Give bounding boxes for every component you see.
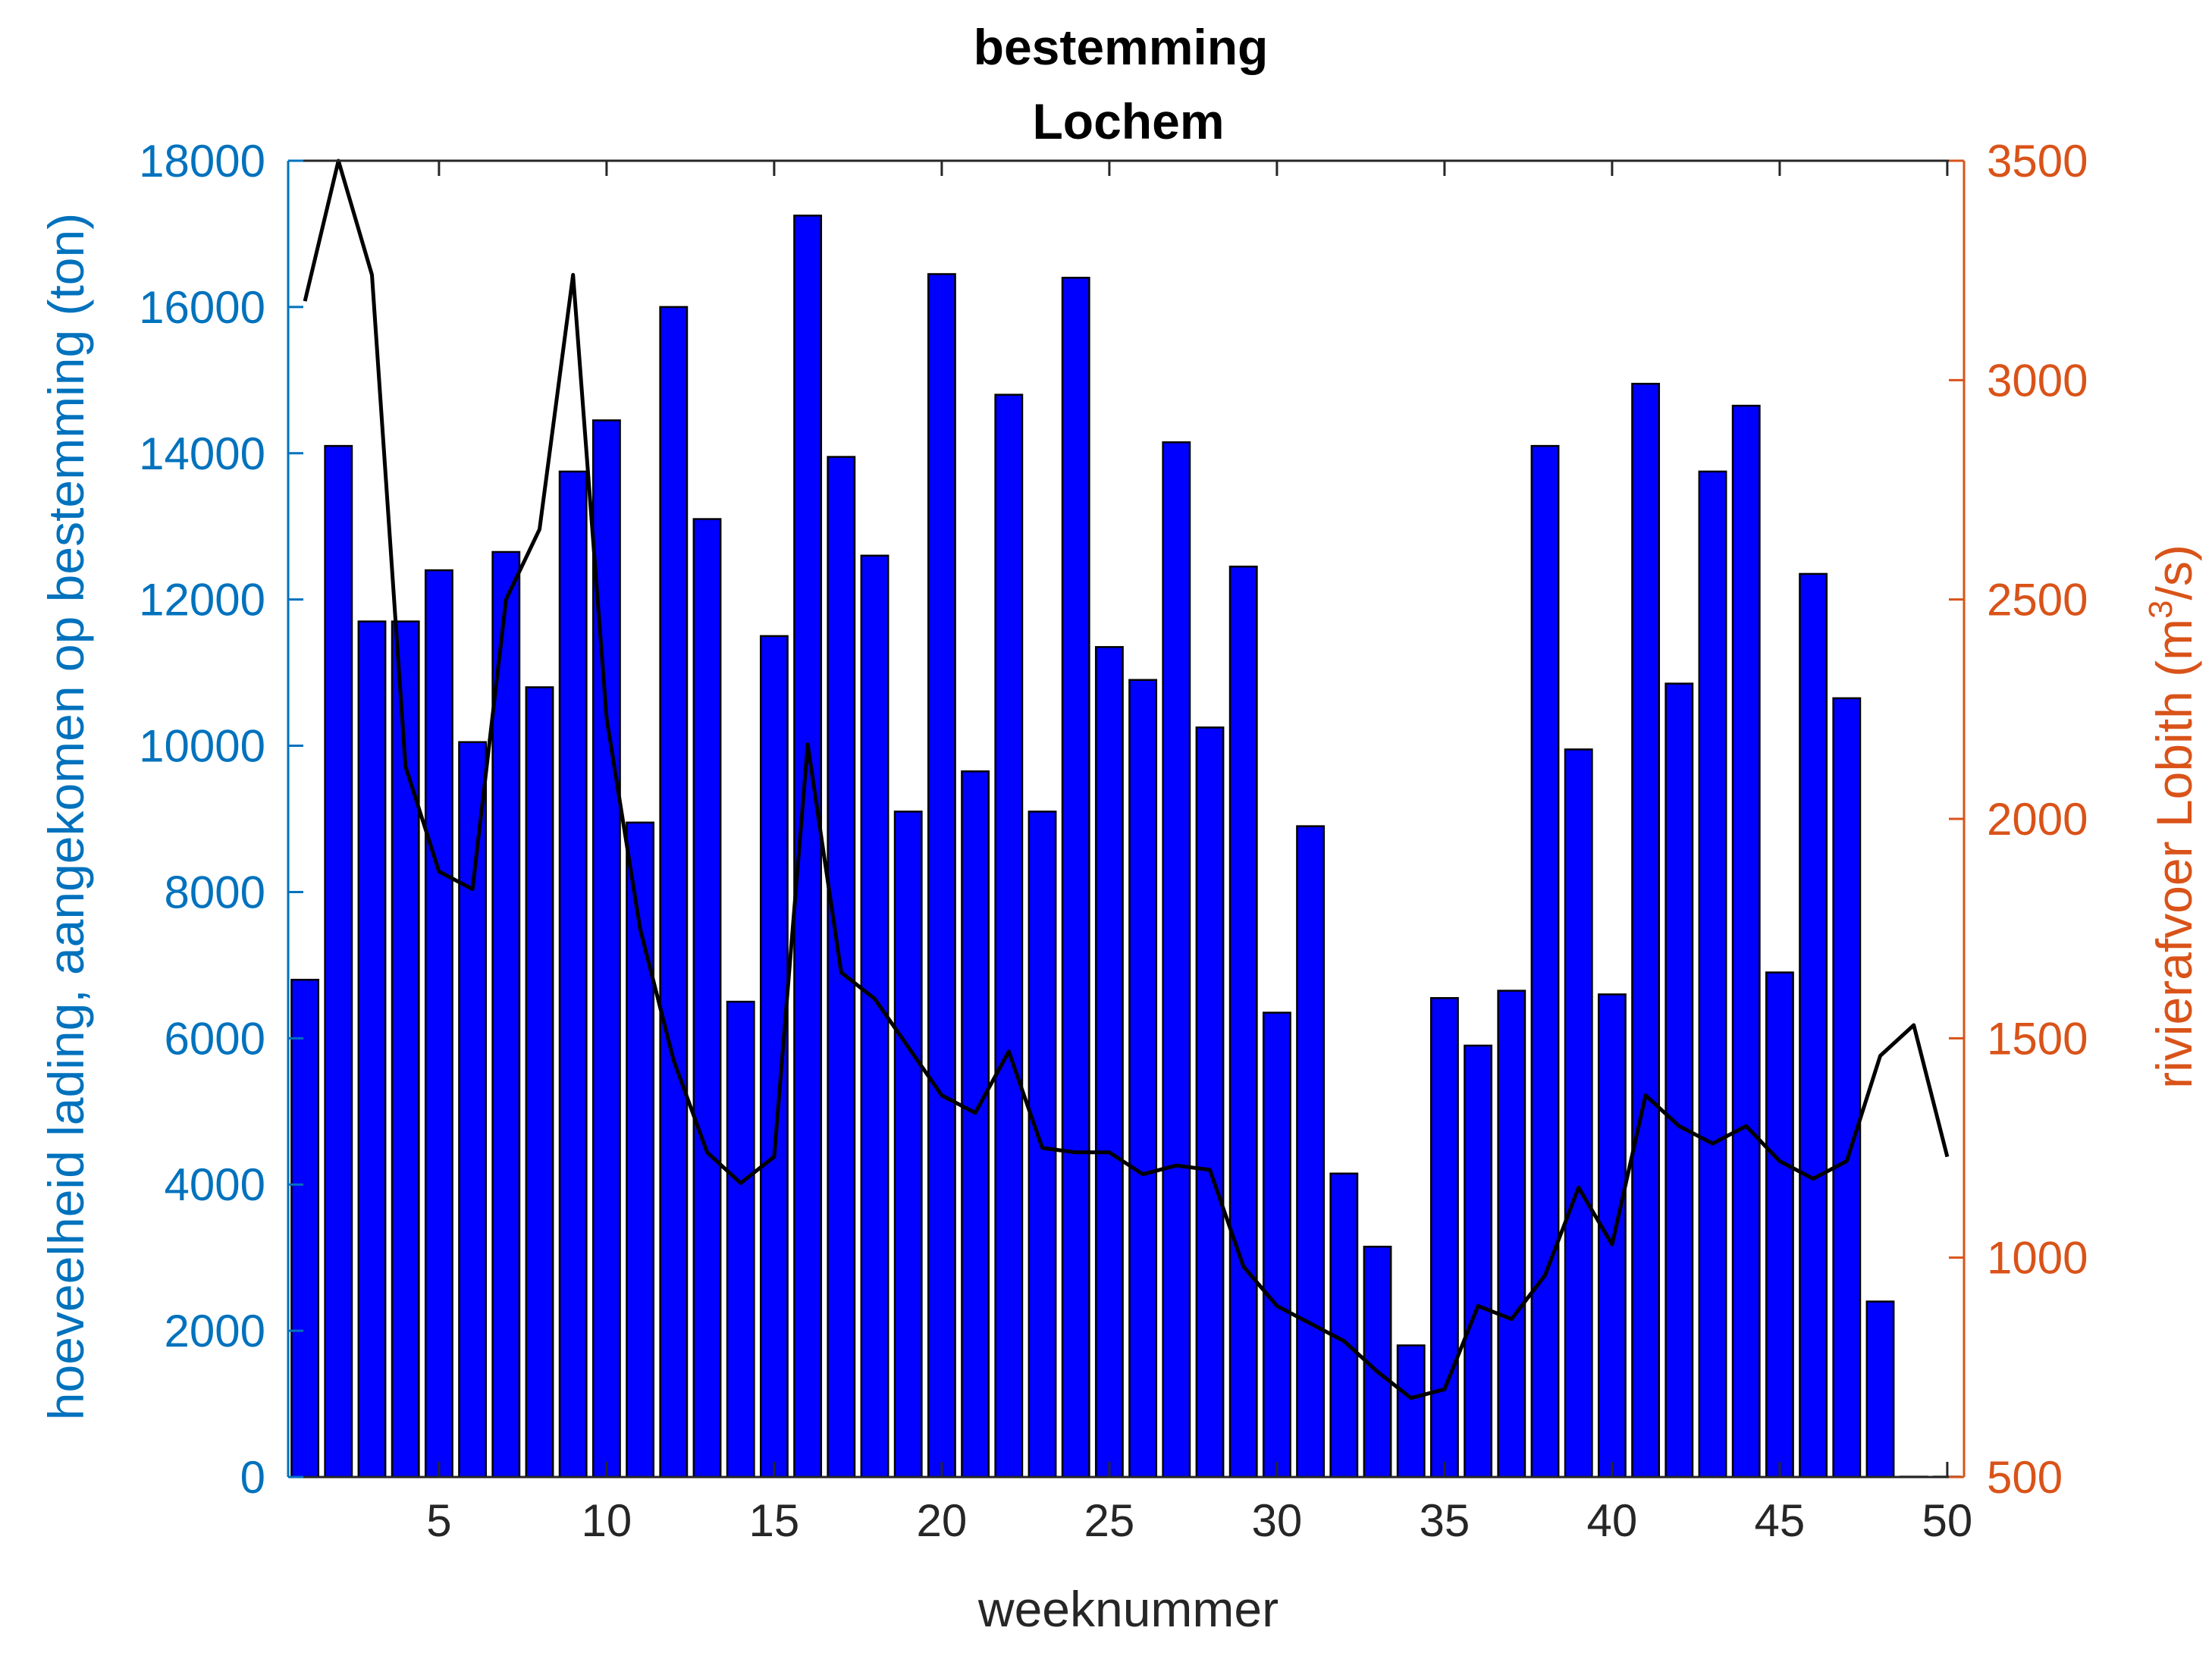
bar-week-35 xyxy=(1429,997,1459,1479)
right-y-tick-label-3500: 3500 xyxy=(1987,136,2088,187)
bar-week-34 xyxy=(1396,1344,1426,1479)
x-ticks: 5 10 15 20 25 30 35 40 45 50 xyxy=(426,161,1972,1546)
bar-week-41 xyxy=(1631,382,1661,1479)
right-y-tick-label-2500: 2500 xyxy=(1987,575,2088,626)
bar-week-12 xyxy=(659,306,689,1479)
bar-week-38 xyxy=(1530,444,1560,1479)
right-y-axis-label-superscript: 3 xyxy=(2142,600,2179,618)
bar-week-20 xyxy=(927,273,956,1479)
bar-week-3 xyxy=(357,620,387,1479)
bar-week-24 xyxy=(1061,277,1090,1479)
left-y-ticks: 0 2000 4000 6000 8000 10000 12000 14000 16000 180… xyxy=(139,136,303,1503)
bar-week-36 xyxy=(1464,1044,1493,1479)
x-tick-label-40: 40 xyxy=(1587,1495,1638,1546)
x-tick-label-45: 45 xyxy=(1755,1495,1806,1546)
right-y-tick-label-3000: 3000 xyxy=(1987,355,2088,406)
bar-week-25 xyxy=(1094,646,1124,1479)
chart-title-line-2: Lochem xyxy=(1032,93,1224,149)
bar-week-9 xyxy=(558,470,588,1479)
line-series xyxy=(303,158,1950,1400)
left-y-tick-label-4000: 4000 xyxy=(165,1159,265,1210)
x-tick-label-50: 50 xyxy=(1922,1495,1973,1546)
bar-week-5 xyxy=(424,569,453,1479)
x-tick-label-20: 20 xyxy=(917,1495,968,1546)
right-y-tick-label-500: 500 xyxy=(1987,1452,2063,1503)
left-y-tick-label-0: 0 xyxy=(240,1452,265,1503)
bar-week-31 xyxy=(1296,825,1326,1479)
bar-week-45 xyxy=(1765,971,1794,1479)
bar-week-39 xyxy=(1564,748,1593,1479)
bar-week-48 xyxy=(1865,1300,1895,1479)
x-tick-label-25: 25 xyxy=(1084,1495,1135,1546)
left-y-tick-label-12000: 12000 xyxy=(139,575,265,626)
right-y-ticks: 500 1000 1500 2000 2500 3000 3500 xyxy=(1949,136,2088,1503)
left-y-tick-label-8000: 8000 xyxy=(165,867,265,917)
bar-week-44 xyxy=(1731,404,1761,1479)
bar-week-26 xyxy=(1128,679,1158,1479)
bar-series xyxy=(290,215,1962,1479)
left-y-tick-label-18000: 18000 xyxy=(139,136,265,187)
discharge-line xyxy=(303,158,1950,1400)
x-tick-label-5: 5 xyxy=(426,1495,451,1546)
x-axis-label: weeknummer xyxy=(977,1581,1279,1637)
bar-week-19 xyxy=(893,811,923,1479)
left-y-tick-label-2000: 2000 xyxy=(165,1306,265,1356)
bar-week-43 xyxy=(1698,470,1727,1479)
bar-week-32 xyxy=(1329,1172,1359,1479)
bar-week-14 xyxy=(726,1000,755,1479)
bar-week-8 xyxy=(525,686,554,1479)
right-y-tick-label-1000: 1000 xyxy=(1987,1233,2088,1284)
left-y-tick-label-6000: 6000 xyxy=(165,1013,265,1064)
x-tick-label-30: 30 xyxy=(1252,1495,1303,1546)
bar-week-29 xyxy=(1228,566,1258,1479)
bar-week-28 xyxy=(1195,726,1225,1479)
bar-week-40 xyxy=(1597,993,1627,1479)
x-tick-label-10: 10 xyxy=(582,1495,632,1546)
x-tick-label-15: 15 xyxy=(749,1495,800,1546)
bar-week-47 xyxy=(1832,697,1862,1479)
bar-week-46 xyxy=(1799,572,1828,1479)
bar-week-7 xyxy=(491,550,521,1479)
x-tick-label-35: 35 xyxy=(1420,1495,1470,1546)
bar-week-18 xyxy=(860,554,890,1479)
right-y-axis-label: rivierafvoer Lobith (m3/s) xyxy=(2142,544,2202,1089)
bar-week-27 xyxy=(1162,441,1191,1479)
right-y-tick-label-1500: 1500 xyxy=(1987,1013,2088,1064)
left-y-tick-label-10000: 10000 xyxy=(139,721,265,772)
bar-week-23 xyxy=(1028,811,1057,1479)
left-y-tick-label-14000: 14000 xyxy=(139,428,265,479)
bar-week-6 xyxy=(458,741,488,1479)
bar-week-13 xyxy=(692,518,722,1479)
bar-week-37 xyxy=(1497,989,1526,1479)
right-y-axis-label-prefix: rivierafvoer Lobith (m xyxy=(2146,619,2202,1089)
bar-week-30 xyxy=(1262,1011,1291,1479)
bar-week-22 xyxy=(994,394,1024,1479)
right-y-axis-label-suffix: /s) xyxy=(2146,544,2202,600)
bar-week-21 xyxy=(961,770,990,1479)
left-y-axis-label: hoeveelheid lading, aangekomen op bestem… xyxy=(38,213,94,1420)
bar-week-1 xyxy=(290,978,320,1479)
chart-title-line-1: bestemming xyxy=(974,19,1269,75)
right-y-tick-label-2000: 2000 xyxy=(1987,794,2088,845)
bar-week-42 xyxy=(1664,682,1694,1479)
left-y-tick-label-16000: 16000 xyxy=(139,282,265,333)
bar-week-2 xyxy=(324,444,353,1479)
